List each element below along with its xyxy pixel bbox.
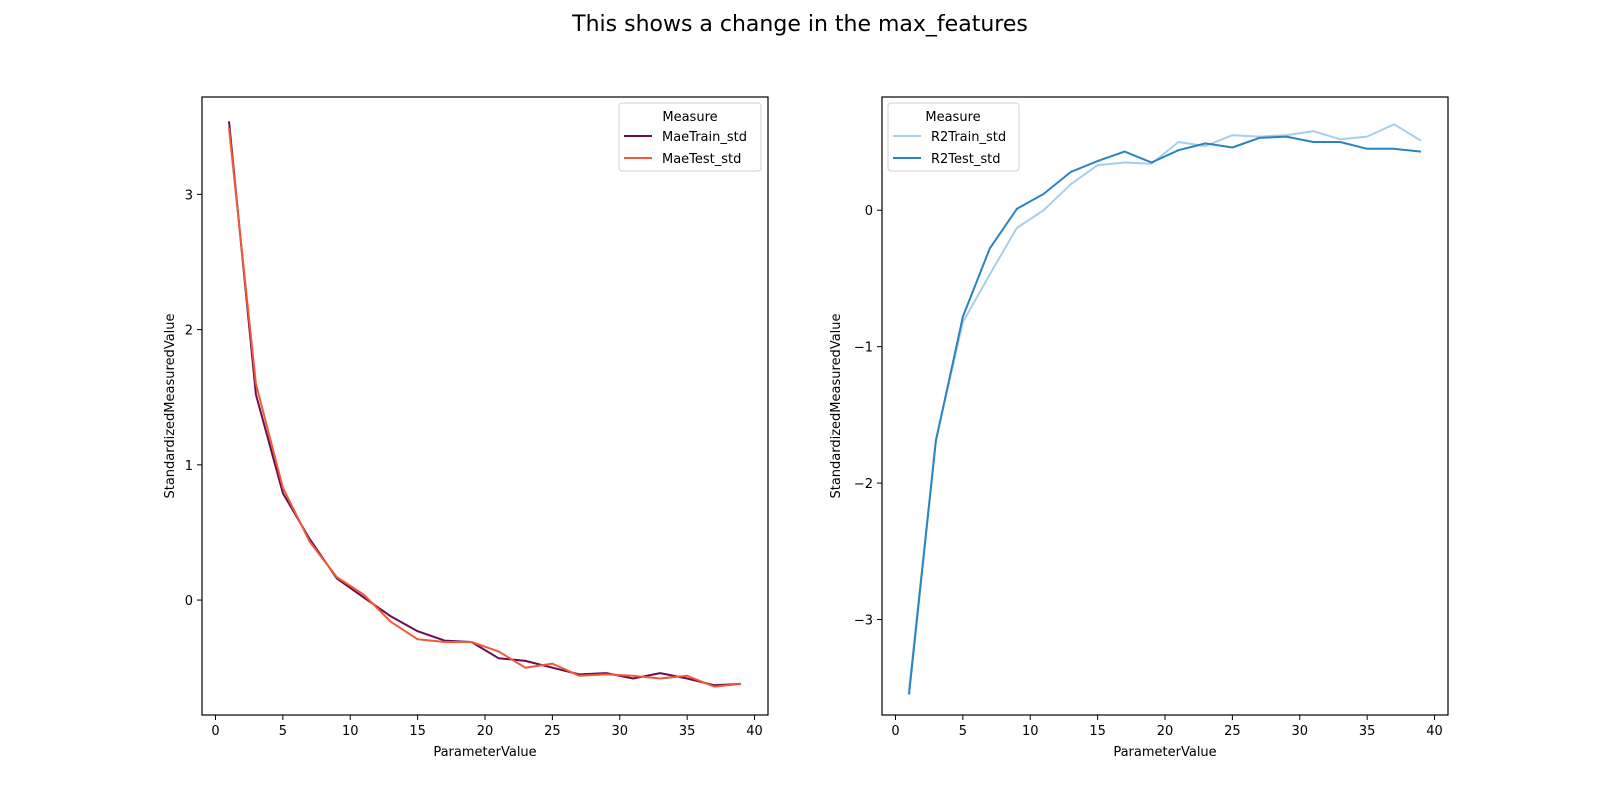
right-legend-box <box>887 102 1020 172</box>
right-x-tick-label: 35 <box>1359 724 1376 739</box>
series-line-maetrain-std <box>228 121 742 687</box>
left-x-tick-label: 20 <box>477 724 494 739</box>
left-x-tick-label: 15 <box>409 724 426 739</box>
left-subplot: ParameterValue StandardizedMeasuredValue… <box>163 96 769 760</box>
right-x-tick-label: 0 <box>891 724 899 739</box>
left-x-tick-label: 10 <box>342 724 359 739</box>
left-y-tick-label: 1 <box>185 459 193 474</box>
left-legend-box <box>618 102 762 172</box>
legend-label-r2test-std: R2Test_std <box>931 152 1001 167</box>
right-y-tick-label: −2 <box>854 477 873 492</box>
right-x-tick-label: 15 <box>1089 724 1106 739</box>
right-x-tick-label: 20 <box>1157 724 1174 739</box>
right-x-tick-label: 40 <box>1426 724 1443 739</box>
series-line-r2test-std <box>908 135 1422 695</box>
right-series-lines <box>908 123 1422 695</box>
left-y-tick-label: 3 <box>185 188 193 203</box>
legend-label-r2train-std: R2Train_std <box>931 130 1006 145</box>
left-plot-frame <box>201 96 769 716</box>
right-x-tick-label: 5 <box>959 724 967 739</box>
right-legend-title: Measure <box>925 110 980 125</box>
left-x-tick-label: 35 <box>679 724 696 739</box>
series-line-r2train-std <box>908 123 1422 691</box>
left-x-tick-label: 30 <box>611 724 628 739</box>
right-legend: Measure R2Train_std R2Test_std <box>887 102 1020 172</box>
right-y-tick-label: −3 <box>854 614 873 629</box>
left-legend: Measure MaeTrain_std MaeTest_std <box>618 102 762 172</box>
right-y-tick-label: −1 <box>854 341 873 356</box>
left-legend-title: Measure <box>662 110 717 125</box>
left-x-tick-label: 25 <box>544 724 561 739</box>
right-x-tick-label: 25 <box>1224 724 1241 739</box>
legend-label-maetrain-std: MaeTrain_std <box>662 130 747 145</box>
left-x-tick-label: 5 <box>279 724 287 739</box>
series-line-maetest-std <box>228 127 742 688</box>
left-x-tick-label: 40 <box>746 724 763 739</box>
left-x-tick-label: 0 <box>211 724 219 739</box>
right-x-tick-label: 10 <box>1022 724 1039 739</box>
right-x-axis-label: ParameterValue <box>1113 745 1216 760</box>
legend-label-maetest-std: MaeTest_std <box>662 152 741 167</box>
left-axis-ticks: 0 5 10 15 20 25 30 35 40 0 1 2 3 <box>185 188 763 739</box>
left-y-tick-label: 0 <box>185 594 193 609</box>
right-subplot: ParameterValue StandardizedMeasuredValue… <box>829 96 1449 760</box>
left-x-axis-label: ParameterValue <box>433 745 536 760</box>
right-axis-ticks: 0 5 10 15 20 25 30 35 40 −3 −2 −1 0 <box>854 204 1443 739</box>
figure-title: This shows a change in the max_features <box>571 12 1028 37</box>
right-plot-frame <box>881 96 1449 716</box>
right-x-tick-label: 30 <box>1291 724 1308 739</box>
left-series-lines <box>228 121 742 688</box>
right-y-axis-label: StandardizedMeasuredValue <box>829 313 844 498</box>
left-y-axis-label: StandardizedMeasuredValue <box>163 313 178 498</box>
left-y-tick-label: 2 <box>185 324 193 339</box>
right-y-tick-label: 0 <box>865 204 873 219</box>
